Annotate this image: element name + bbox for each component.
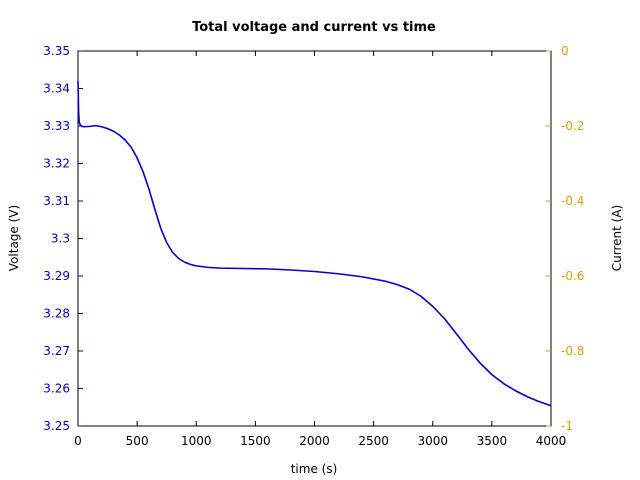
x-tick-label: 500 — [126, 434, 149, 448]
y-tick-label: 3.35 — [43, 44, 70, 58]
y2-tick-label: -0.2 — [561, 119, 584, 133]
y-tick-label: 3.26 — [43, 382, 70, 396]
y-tick-label: 3.28 — [43, 307, 70, 321]
y2-tick-label: -0.8 — [561, 344, 584, 358]
series-layer — [77, 80, 552, 407]
plot-frame — [77, 50, 552, 427]
x-tick-label: 1500 — [240, 434, 271, 448]
voltage-series-line — [77, 80, 552, 407]
y-axis-label: Voltage (V) — [7, 205, 21, 271]
y2-tick-label: -0.6 — [561, 269, 584, 283]
y-tick-label: 3.33 — [43, 119, 70, 133]
x-axis-ticks: 0 500 1000 1500 2000 2500 3000 3500 4000 — [74, 51, 566, 448]
x-tick-label: 3000 — [417, 434, 448, 448]
x-tick-label: 2000 — [299, 434, 330, 448]
y2-axis-label: Current (A) — [610, 205, 624, 271]
chart-title: Total voltage and current vs time — [192, 20, 436, 35]
x-tick-label: 2500 — [358, 434, 389, 448]
y2-axis-ticks: 0 -0.2 -0.4 -0.6 -0.8 -1 — [546, 44, 584, 433]
x-tick-label: 3500 — [477, 434, 508, 448]
y-tick-label: 3.27 — [43, 344, 70, 358]
x-tick-label: 4000 — [536, 434, 567, 448]
x-axis-label: time (s) — [291, 462, 338, 476]
y2-tick-label: 0 — [561, 44, 569, 58]
y-tick-label: 3.29 — [43, 269, 70, 283]
y-tick-label: 3.31 — [43, 194, 70, 208]
x-tick-label: 1000 — [181, 434, 212, 448]
y-axis-ticks: 3.25 3.26 3.27 3.28 3.29 3.3 3.31 3.32 3.33 3.34 3… — [43, 44, 83, 433]
y2-tick-label: -0.4 — [561, 194, 584, 208]
plot-area — [77, 50, 552, 427]
y2-tick-label: -1 — [561, 419, 573, 433]
y-tick-label: 3.25 — [43, 419, 70, 433]
y-tick-label: 3.32 — [43, 157, 70, 171]
y-tick-label: 3.34 — [43, 82, 70, 96]
x-tick-label: 0 — [74, 434, 82, 448]
y-tick-label: 3.3 — [51, 232, 70, 246]
